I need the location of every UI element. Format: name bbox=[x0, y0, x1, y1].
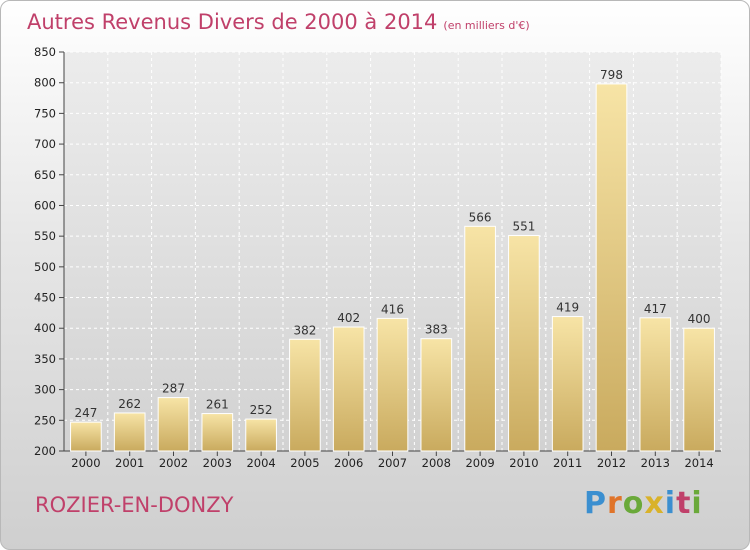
bars bbox=[70, 83, 715, 452]
x-tick-label: 2006 bbox=[334, 456, 363, 470]
x-tick-label: 2002 bbox=[159, 456, 188, 470]
logo-letter: o bbox=[622, 486, 645, 521]
y-tick-label: 450 bbox=[34, 291, 56, 305]
y-tick-label: 200 bbox=[34, 444, 56, 458]
place-name: ROZIER-EN-DONZY bbox=[35, 493, 234, 517]
bar bbox=[551, 316, 584, 452]
data-label: 566 bbox=[469, 210, 492, 224]
x-tick-label: 2010 bbox=[509, 456, 538, 470]
logo-letter: t bbox=[676, 486, 692, 521]
bar bbox=[157, 397, 190, 452]
y-tick-label: 850 bbox=[34, 45, 56, 59]
y-tick-label: 800 bbox=[34, 76, 56, 90]
x-tick-label: 2012 bbox=[597, 456, 626, 470]
y-tick-label: 400 bbox=[34, 321, 56, 335]
logo-letter: r bbox=[607, 486, 623, 521]
bar bbox=[595, 83, 628, 452]
bar bbox=[508, 235, 540, 452]
x-tick-label: 2003 bbox=[203, 456, 232, 470]
y-tick-label: 650 bbox=[34, 168, 56, 182]
y-tick-label: 600 bbox=[34, 198, 56, 212]
chart-title: Autres Revenus Divers de 2000 à 2014 (en … bbox=[27, 10, 530, 34]
data-label: 419 bbox=[556, 301, 579, 315]
logo-letter: i bbox=[691, 486, 703, 521]
x-tick-label: 2008 bbox=[422, 456, 451, 470]
data-label: 400 bbox=[688, 312, 711, 326]
x-tick-label: 2004 bbox=[246, 456, 275, 470]
data-label: 262 bbox=[118, 397, 141, 411]
bar bbox=[70, 421, 102, 452]
x-tick-label: 2014 bbox=[684, 456, 713, 470]
chart-title-text: Autres Revenus Divers de 2000 à 2014 bbox=[27, 10, 438, 34]
y-tick-label: 250 bbox=[34, 413, 56, 427]
data-label: 416 bbox=[381, 302, 404, 316]
data-label: 417 bbox=[644, 302, 667, 316]
y-tick-label: 750 bbox=[34, 106, 56, 120]
logo-letter: i bbox=[664, 486, 677, 521]
data-label: 383 bbox=[425, 323, 448, 337]
bar bbox=[289, 338, 321, 452]
chart-subtitle: (en milliers d'€) bbox=[443, 19, 530, 32]
data-label: 287 bbox=[162, 382, 185, 396]
y-tick-label: 300 bbox=[34, 383, 56, 397]
bar bbox=[201, 413, 234, 452]
x-tick-label: 2013 bbox=[641, 456, 670, 470]
y-tick-label: 350 bbox=[34, 352, 56, 366]
y-tick-label: 550 bbox=[34, 229, 56, 243]
bar bbox=[464, 225, 496, 452]
logo-letter: x bbox=[644, 486, 665, 521]
x-tick-label: 2009 bbox=[465, 456, 494, 470]
bar bbox=[113, 412, 146, 452]
data-label: 247 bbox=[74, 406, 97, 420]
bar bbox=[683, 327, 715, 452]
bar bbox=[376, 317, 409, 452]
bar bbox=[245, 418, 277, 452]
data-label: 798 bbox=[600, 68, 623, 82]
x-tick-label: 2005 bbox=[290, 456, 319, 470]
data-label: 382 bbox=[293, 323, 316, 337]
bar bbox=[332, 326, 365, 452]
x-tick-label: 2011 bbox=[553, 456, 582, 470]
data-label: 402 bbox=[337, 311, 360, 325]
data-label: 252 bbox=[250, 403, 273, 417]
x-tick-label: 2001 bbox=[115, 456, 144, 470]
proxiti-logo[interactable]: Proxiti bbox=[584, 486, 703, 521]
data-label: 551 bbox=[512, 220, 535, 234]
x-tick-label: 2000 bbox=[71, 456, 100, 470]
x-tick-label: 2007 bbox=[378, 456, 407, 470]
bar bbox=[420, 338, 453, 452]
bar bbox=[639, 317, 672, 452]
logo-letter: P bbox=[584, 486, 607, 521]
data-label: 261 bbox=[206, 398, 229, 412]
y-tick-label: 700 bbox=[34, 137, 56, 151]
labels: 200 250 300 350 400 450 500 550 600 650 700 750 800 8… bbox=[34, 45, 714, 470]
y-tick-label: 500 bbox=[34, 260, 56, 274]
